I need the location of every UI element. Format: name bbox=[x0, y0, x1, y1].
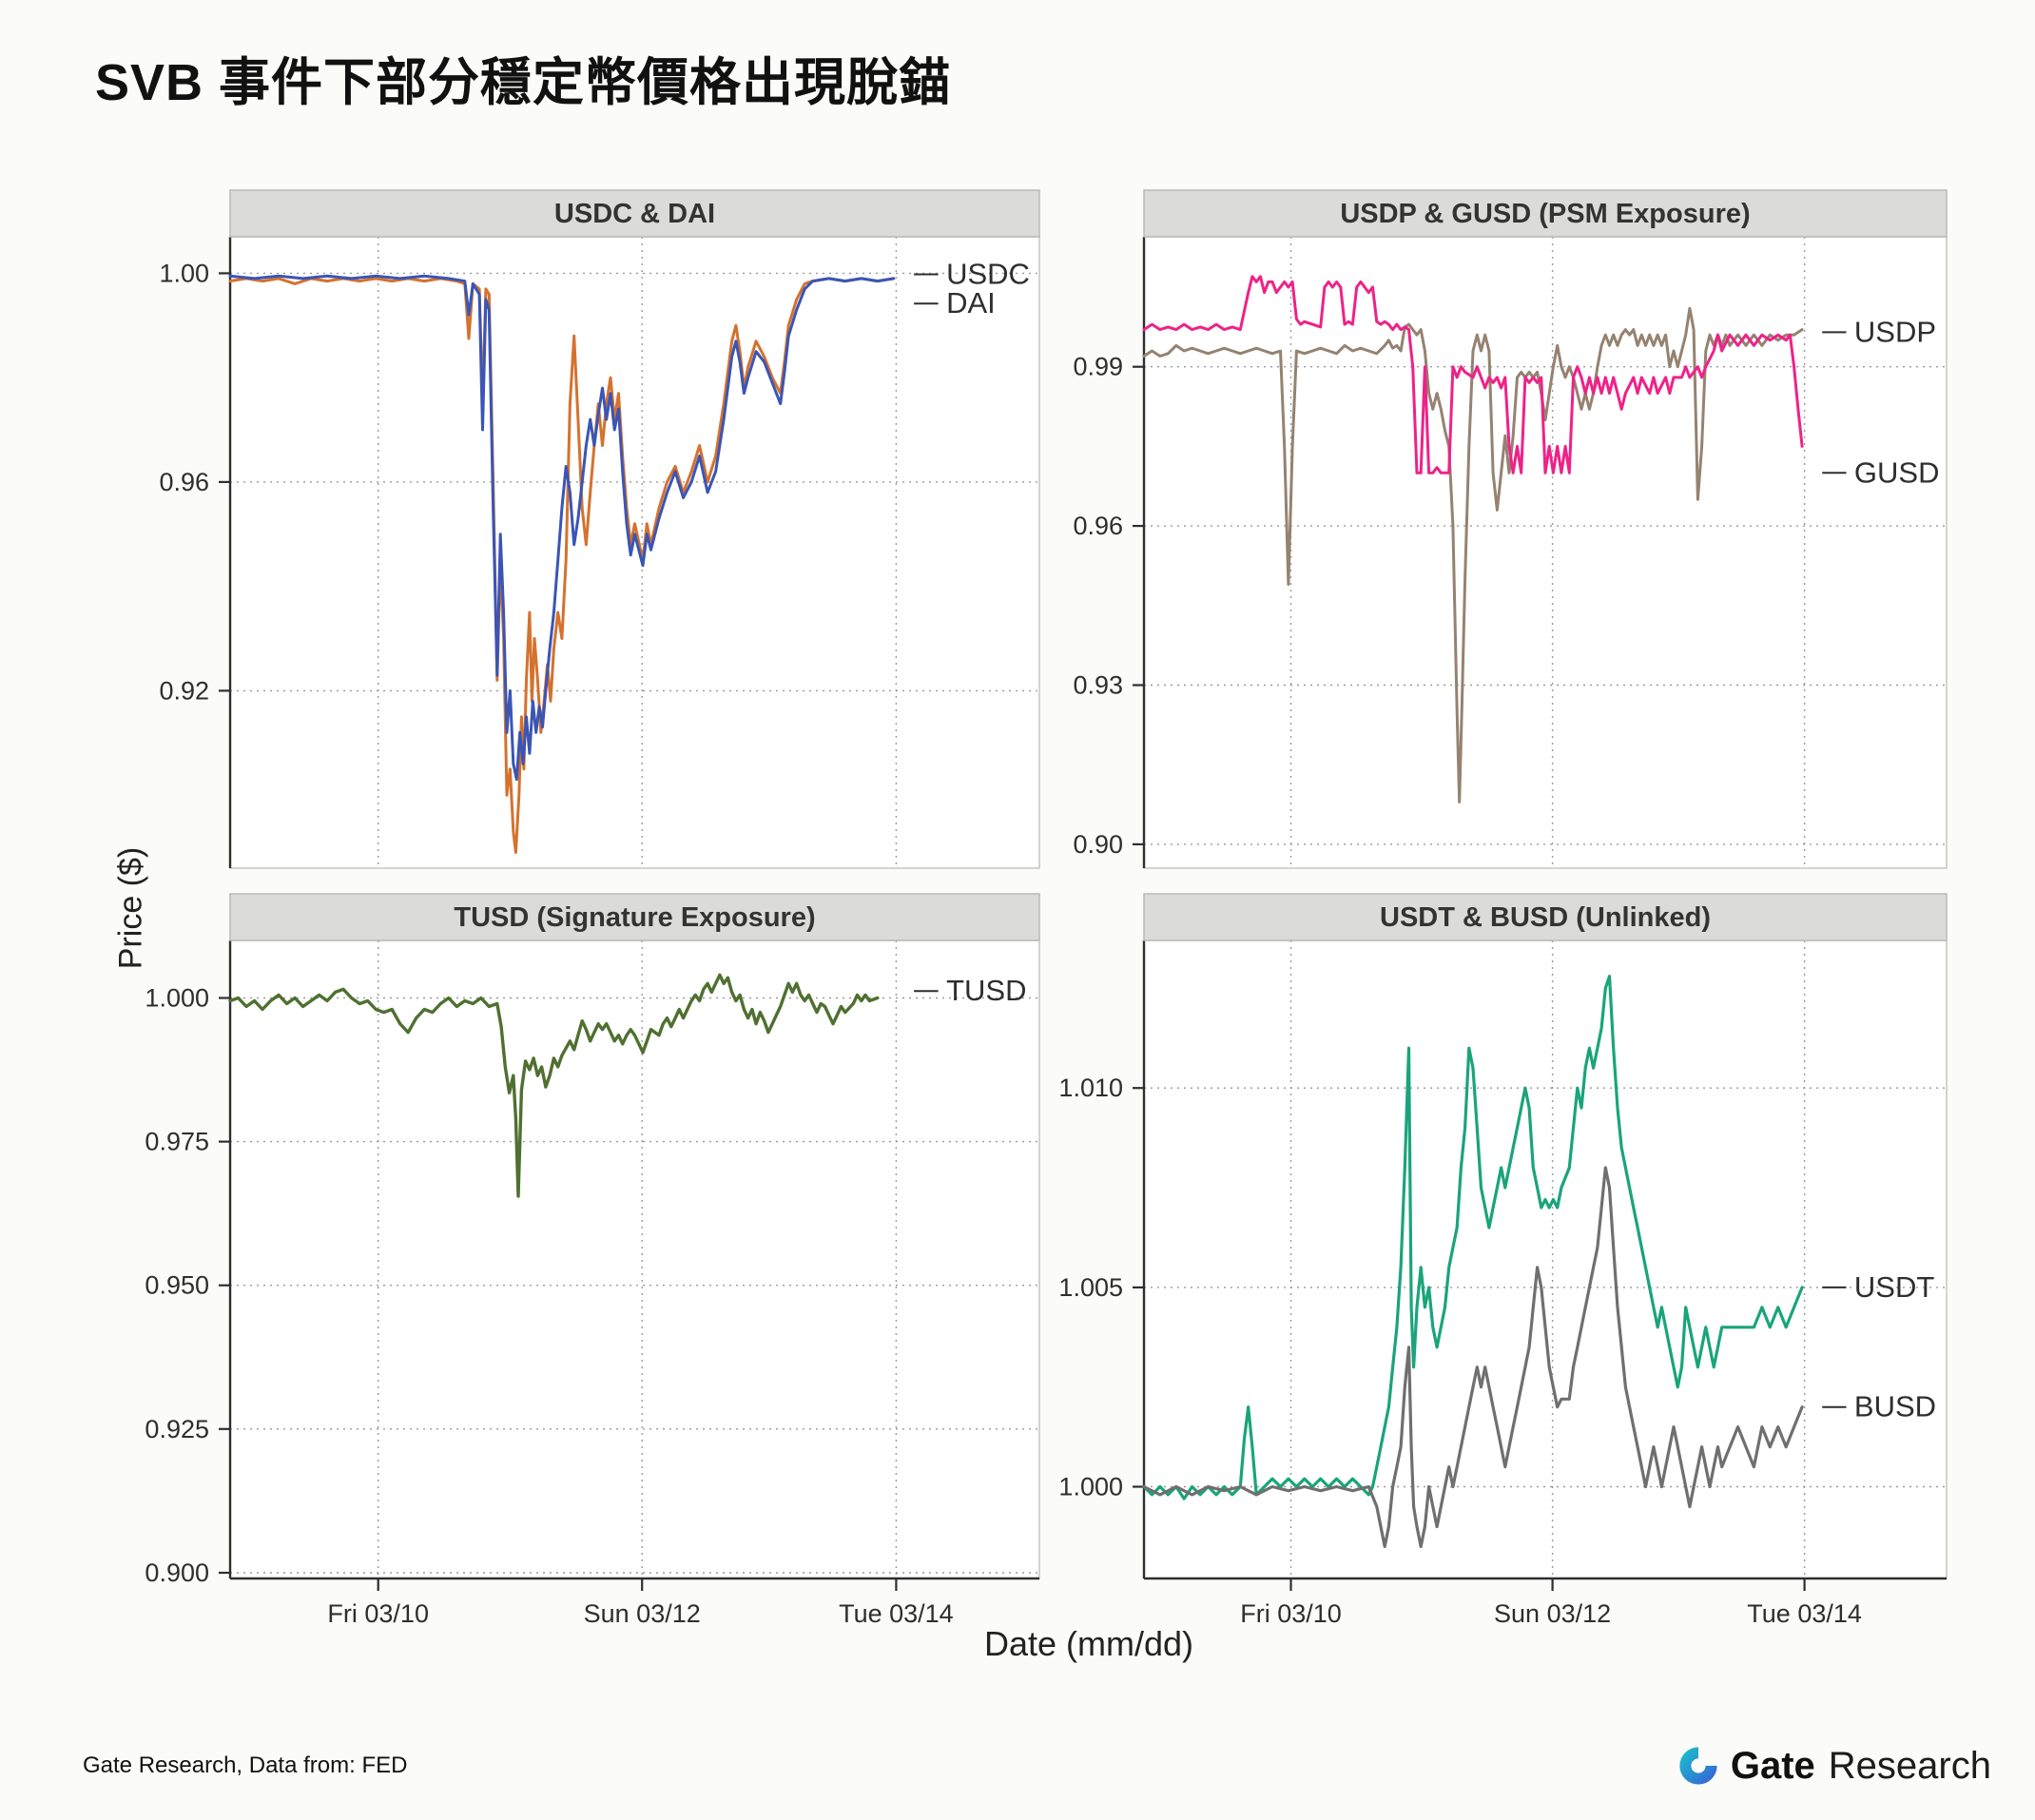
brand-name-regular: Research bbox=[1828, 1744, 1991, 1787]
y-tick-label: 0.96 bbox=[159, 468, 209, 496]
panel-title: TUSD (Signature Exposure) bbox=[454, 902, 815, 933]
page-title: SVB 事件下部分穩定幣價格出現脫錨 bbox=[95, 54, 952, 111]
y-tick-label: 1.000 bbox=[145, 984, 209, 1013]
x-tick-label: Tue 03/14 bbox=[1747, 1599, 1862, 1628]
panel-usdt-busd: 1.010 1.005 1.000 Fri 03/10 Sun 03/12 Tue 03/… bbox=[1058, 893, 1948, 1628]
series-label-usdt: USDT bbox=[1854, 1270, 1934, 1304]
series-usdp-line bbox=[1142, 306, 1804, 804]
x-tick-label: Sun 03/12 bbox=[1494, 1599, 1611, 1628]
series-label-usdp: USDP bbox=[1854, 315, 1936, 348]
panel-title-strip bbox=[229, 189, 1040, 238]
y-tick-label: 1.000 bbox=[1058, 1473, 1123, 1501]
series-usdt-line bbox=[1142, 975, 1804, 1501]
y-tick-label: 0.99 bbox=[1073, 353, 1123, 381]
panel-title: USDT & BUSD (Unlinked) bbox=[1380, 902, 1711, 933]
y-tick-label: 0.975 bbox=[145, 1128, 209, 1156]
x-axis-label: Date (mm/dd) bbox=[983, 1624, 1194, 1663]
series-label-dai: DAI bbox=[946, 286, 996, 319]
y-tick-label: 1.00 bbox=[159, 259, 209, 287]
series-label-usdc: USDC bbox=[946, 258, 1030, 291]
source-note: Gate Research, Data from: FED bbox=[83, 1752, 408, 1778]
panel-title-strip bbox=[1143, 893, 1948, 941]
y-tick-label: 1.010 bbox=[1058, 1074, 1123, 1102]
series-label-busd: BUSD bbox=[1854, 1390, 1936, 1423]
plot-area bbox=[230, 940, 1039, 1578]
x-tick-label: Tue 03/14 bbox=[839, 1599, 954, 1628]
panel-tusd: 1.000 0.975 0.950 0.925 0.900 Fri 03/10 Sun 03… bbox=[145, 893, 1040, 1628]
plot-area bbox=[1144, 237, 1947, 868]
series-label-gusd: GUSD bbox=[1854, 455, 1940, 489]
brand-logo: Gate Research bbox=[1676, 1743, 1991, 1789]
panel-usdp-gusd: 0.99 0.96 0.93 0.90 USDP GUSD USDP & GUSD (PSM… bbox=[1073, 189, 1948, 869]
panel-title-strip bbox=[229, 893, 1040, 941]
plot-area bbox=[230, 237, 1039, 868]
plot-area bbox=[1144, 940, 1947, 1578]
y-tick-label: 0.96 bbox=[1073, 512, 1123, 540]
panel-title: USDC & DAI bbox=[554, 199, 715, 229]
x-tick-label: Sun 03/12 bbox=[584, 1599, 701, 1628]
panel-title: USDP & GUSD (PSM Exposure) bbox=[1340, 199, 1750, 229]
x-tick-label: Fri 03/10 bbox=[1240, 1599, 1342, 1628]
gate-logo-icon bbox=[1679, 1747, 1717, 1785]
y-tick-label: 0.925 bbox=[145, 1415, 209, 1443]
series-busd-line bbox=[1142, 1166, 1804, 1549]
y-tick-label: 0.900 bbox=[145, 1559, 209, 1587]
y-tick-label: 0.90 bbox=[1073, 830, 1123, 859]
panel-title-strip bbox=[1143, 189, 1948, 238]
x-tick-label: Fri 03/10 bbox=[327, 1599, 429, 1628]
y-tick-label: 0.93 bbox=[1073, 671, 1123, 700]
brand-name-bold: Gate bbox=[1730, 1744, 1815, 1787]
y-tick-label: 0.92 bbox=[159, 676, 209, 705]
series-gusd-line bbox=[1142, 275, 1804, 474]
series-tusd-line bbox=[228, 973, 880, 1198]
series-dai-line bbox=[228, 274, 896, 782]
y-tick-label: 1.005 bbox=[1058, 1273, 1123, 1302]
series-label-tusd: TUSD bbox=[946, 974, 1026, 1007]
y-tick-label: 0.950 bbox=[145, 1271, 209, 1300]
